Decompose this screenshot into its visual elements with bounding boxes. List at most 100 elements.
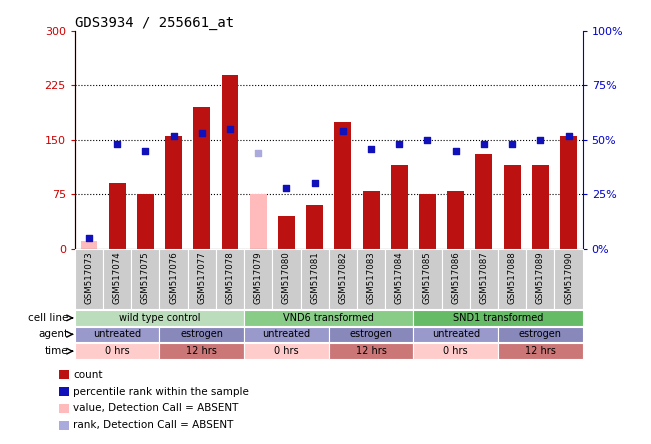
Bar (363, 190, 380, 249)
Point (253, 149, 264, 156)
Point (422, 136, 433, 143)
Text: estrogen: estrogen (350, 329, 393, 339)
Text: GSM517088: GSM517088 (508, 252, 517, 305)
Point (197, 130, 207, 137)
Bar (357, 249, 385, 309)
Bar (498, 249, 526, 309)
Text: GDS3934 / 255661_at: GDS3934 / 255661_at (75, 16, 234, 30)
Text: GSM517076: GSM517076 (169, 252, 178, 305)
Text: GSM517086: GSM517086 (451, 252, 460, 305)
Point (309, 180, 320, 187)
Bar (244, 249, 272, 309)
Text: value, Detection Call = ABSENT: value, Detection Call = ABSENT (73, 404, 238, 413)
Text: GSM517075: GSM517075 (141, 252, 150, 305)
Point (169, 132, 179, 139)
Bar (560, 136, 577, 249)
Bar (137, 194, 154, 249)
Text: GSM517079: GSM517079 (254, 252, 263, 304)
Bar (132, 249, 159, 309)
Bar (447, 190, 464, 249)
Text: GSM517082: GSM517082 (339, 252, 348, 305)
Bar (165, 136, 182, 249)
Bar (391, 165, 408, 249)
Bar (103, 249, 132, 309)
Bar (498, 344, 583, 359)
Text: 0 hrs: 0 hrs (274, 346, 299, 356)
Bar (413, 249, 441, 309)
Bar (498, 327, 583, 342)
Text: untreated: untreated (262, 329, 311, 339)
Text: cell line: cell line (29, 313, 69, 323)
Bar (193, 107, 210, 249)
Bar (441, 249, 470, 309)
Point (535, 136, 546, 143)
Bar (272, 249, 301, 309)
Bar (159, 344, 244, 359)
Text: time: time (45, 346, 69, 356)
Text: GSM517077: GSM517077 (197, 252, 206, 305)
Text: agent: agent (38, 329, 69, 339)
Bar (75, 344, 159, 359)
Point (84, 234, 94, 242)
Text: GSM517073: GSM517073 (85, 252, 94, 305)
Point (507, 141, 518, 148)
Bar (329, 344, 413, 359)
Text: count: count (73, 370, 102, 380)
Bar (335, 122, 352, 249)
Bar (413, 310, 583, 325)
Bar (419, 194, 436, 249)
Bar (244, 327, 329, 342)
Bar (216, 249, 244, 309)
Point (225, 126, 235, 133)
Bar (555, 249, 583, 309)
Point (366, 145, 376, 152)
Point (450, 147, 461, 155)
Bar (301, 249, 329, 309)
Point (140, 147, 150, 155)
Bar (75, 249, 103, 309)
Text: GSM517083: GSM517083 (367, 252, 376, 305)
Text: GSM517089: GSM517089 (536, 252, 545, 304)
Text: untreated: untreated (93, 329, 141, 339)
Bar (413, 344, 498, 359)
Bar (221, 75, 238, 249)
Text: estrogen: estrogen (519, 329, 562, 339)
Text: 0 hrs: 0 hrs (105, 346, 130, 356)
Bar (244, 310, 413, 325)
Bar (470, 249, 498, 309)
Text: 12 hrs: 12 hrs (186, 346, 217, 356)
Text: rank, Detection Call = ABSENT: rank, Detection Call = ABSENT (73, 420, 233, 430)
Bar (159, 327, 244, 342)
Point (338, 127, 348, 135)
Text: 12 hrs: 12 hrs (355, 346, 387, 356)
Bar (75, 310, 244, 325)
Text: GSM517087: GSM517087 (479, 252, 488, 305)
Bar (75, 327, 159, 342)
Text: GSM517081: GSM517081 (310, 252, 319, 305)
Point (394, 141, 404, 148)
Bar (329, 249, 357, 309)
Text: 12 hrs: 12 hrs (525, 346, 556, 356)
Text: wild type control: wild type control (118, 313, 201, 323)
Bar (278, 216, 295, 249)
Text: GSM517084: GSM517084 (395, 252, 404, 305)
Bar (250, 194, 267, 249)
Point (112, 141, 122, 148)
Point (281, 184, 292, 191)
Text: VND6 transformed: VND6 transformed (283, 313, 374, 323)
Text: GSM517078: GSM517078 (225, 252, 234, 305)
Bar (306, 205, 323, 249)
Bar (244, 344, 329, 359)
Bar (159, 249, 187, 309)
Bar (81, 242, 98, 249)
Point (563, 132, 574, 139)
Bar (329, 327, 413, 342)
Bar (109, 183, 126, 249)
Text: estrogen: estrogen (180, 329, 223, 339)
Bar (504, 165, 521, 249)
Text: GSM517080: GSM517080 (282, 252, 291, 305)
Text: GSM517085: GSM517085 (423, 252, 432, 305)
Point (478, 141, 489, 148)
Text: GSM517074: GSM517074 (113, 252, 122, 305)
Bar (413, 327, 498, 342)
